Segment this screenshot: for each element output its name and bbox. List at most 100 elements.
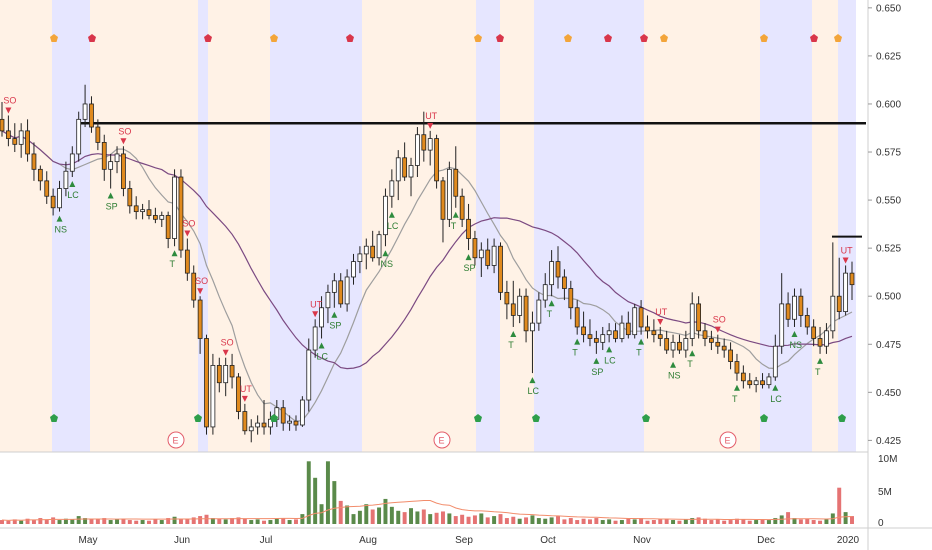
candle: [242, 403, 248, 435]
pentagon-shape: [88, 34, 96, 42]
candle: [587, 319, 593, 347]
candle-body: [709, 338, 714, 343]
signal-marker: T: [732, 384, 740, 404]
candle-body: [331, 280, 337, 293]
signal-down-arrow: [5, 107, 12, 114]
volume-bar: [619, 520, 624, 524]
volume-bar: [754, 520, 759, 524]
candle: [542, 273, 548, 308]
bg-band: [534, 0, 644, 452]
candle: [25, 119, 30, 162]
pentagon-shape: [194, 414, 202, 422]
signal-up-arrow: [689, 350, 696, 357]
price-tick-label: 0.525: [876, 244, 901, 255]
candle: [76, 111, 82, 162]
volume-bar: [274, 518, 279, 524]
candle-body: [57, 188, 62, 209]
candle: [395, 150, 401, 201]
candle: [670, 334, 676, 358]
candle-body: [6, 130, 11, 139]
candle: [44, 171, 50, 204]
volume-bar: [677, 520, 682, 524]
volume-bar: [166, 518, 171, 524]
volume-bar: [287, 520, 292, 524]
signal-marker: T: [451, 211, 459, 231]
candle: [127, 180, 133, 214]
pentagon-marker: [88, 34, 96, 42]
candle-body: [581, 326, 586, 336]
candle-body: [530, 322, 535, 332]
volume-bar: [306, 461, 311, 524]
time-axis[interactable]: May Jun Jul Aug Sep Oct Nov Dec 2020: [79, 535, 860, 546]
candle: [172, 169, 177, 247]
signal-marker: SO: [118, 126, 131, 145]
candle: [785, 292, 791, 327]
candle: [299, 396, 305, 427]
candle-body: [236, 376, 241, 412]
candle: [191, 265, 197, 308]
candle: [344, 269, 350, 312]
pentagon-shape: [270, 414, 278, 422]
volume-axis[interactable]: 10M 5M 0: [878, 454, 897, 529]
candle: [798, 288, 804, 327]
candle-body: [689, 303, 695, 339]
candle: [689, 292, 695, 347]
candle: [510, 280, 516, 327]
signal-up-arrow: [791, 330, 798, 337]
candle: [50, 188, 56, 216]
candle: [740, 365, 746, 389]
candle-body: [562, 276, 567, 289]
candle: [236, 373, 241, 420]
candle-body: [248, 426, 254, 432]
volume-bar: [115, 519, 120, 524]
volume-bar: [357, 510, 362, 524]
signal-marker: UT: [841, 245, 853, 264]
volume-bar: [658, 519, 663, 524]
volume-bar: [230, 518, 235, 524]
volume-bar: [581, 518, 586, 524]
volume-bar: [530, 515, 535, 524]
volume-bar: [703, 518, 707, 524]
candle: [523, 288, 529, 343]
signal-marker: T: [547, 300, 555, 319]
price-axis[interactable]: 0.650 0.625 0.600 0.575 0.550 0.525 0.500 0.475…: [868, 3, 901, 447]
pentagon-shape: [660, 34, 668, 42]
signal-marker: SO: [221, 338, 234, 356]
volume-bar: [805, 518, 810, 524]
candle: [568, 280, 574, 320]
volume-bar: [102, 518, 107, 524]
pentagon-shape: [270, 34, 278, 42]
signal-label: NS: [380, 259, 393, 269]
signal-up-arrow: [638, 338, 645, 345]
candle: [555, 246, 561, 289]
candle: [709, 330, 714, 351]
candle-body: [50, 195, 56, 209]
volume-bar: [613, 520, 618, 524]
candle-body: [395, 157, 401, 182]
candle-body: [478, 249, 484, 259]
signal-marker: T: [815, 357, 824, 377]
candle: [312, 319, 318, 358]
pentagon-shape: [496, 34, 504, 42]
volume-bar: [319, 504, 324, 524]
candle: [657, 326, 663, 347]
signal-up-arrow: [331, 311, 338, 318]
candle-body: [804, 315, 810, 328]
volume-bar: [818, 520, 823, 524]
candle-body: [18, 130, 24, 145]
signal-label: UT: [240, 384, 252, 394]
candle-body: [121, 153, 126, 189]
pentagon-marker: [660, 34, 668, 42]
candle: [37, 165, 43, 191]
volume-bar: [626, 518, 631, 524]
candle-body: [178, 176, 184, 251]
volume-bar: [651, 520, 656, 524]
candle-body: [472, 238, 478, 259]
volume-bar: [504, 518, 509, 524]
volume-bar: [268, 520, 273, 524]
candle-body: [843, 272, 848, 312]
candle-body: [510, 303, 516, 316]
signal-marker: NS: [789, 330, 802, 350]
candle: [210, 353, 216, 435]
